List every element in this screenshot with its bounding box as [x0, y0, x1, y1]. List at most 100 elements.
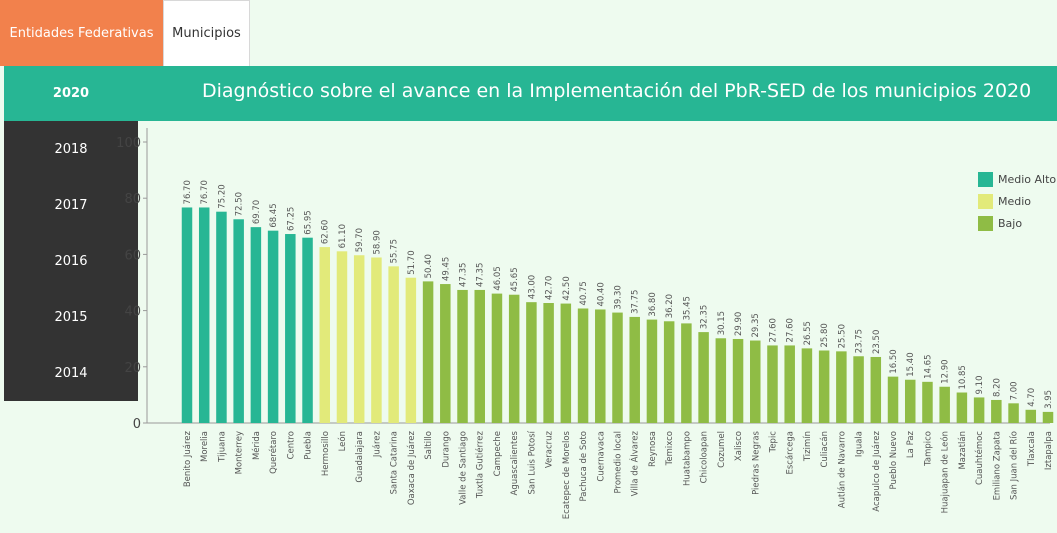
year-button-2016[interactable]: 2016	[4, 233, 138, 289]
category-label: Morelia	[200, 431, 210, 462]
category-label: Promedio local	[614, 431, 624, 493]
category-label: Reynosa	[648, 431, 658, 467]
bar-value-label: 7.00	[1010, 381, 1020, 400]
bar-value-label: 37.75	[631, 290, 641, 314]
tab-entidades-federativas[interactable]: Entidades Federativas	[0, 0, 163, 66]
bar-value-label: 61.10	[338, 224, 348, 248]
bar-value-label: 40.75	[579, 281, 589, 305]
bar	[216, 211, 227, 423]
bar	[560, 303, 572, 423]
year-button-2017[interactable]: 2017	[4, 177, 138, 233]
chart-header-banner: Diagnóstico sobre el avance en la Implem…	[4, 66, 1057, 121]
category-label: Tijuana	[217, 431, 227, 463]
bar-value-label: 12.90	[941, 359, 951, 383]
category-label: Aguascalientes	[510, 430, 520, 495]
bar-value-label: 49.45	[441, 257, 451, 281]
category-label: Huajuapan de León	[940, 431, 951, 513]
bar	[922, 381, 933, 423]
category-label: Xalisco	[734, 431, 744, 461]
bar	[681, 323, 692, 423]
bar-value-label: 45.65	[510, 267, 520, 291]
bar-value-label: 59.70	[355, 228, 365, 252]
bar	[353, 255, 365, 423]
category-label: Acapulco de Juárez	[872, 430, 882, 511]
bar-value-label: 10.85	[958, 365, 968, 389]
bar	[836, 351, 847, 423]
bar-value-label: 76.70	[200, 180, 210, 204]
bar-value-label: 39.30	[614, 285, 624, 309]
bar-value-label: 26.55	[803, 321, 813, 345]
category-label: Chicoloapan	[700, 431, 710, 483]
category-label: Tampico	[923, 431, 933, 467]
y-tick-label: 60	[124, 248, 141, 263]
bar	[715, 338, 727, 423]
bar-value-label: 58.90	[372, 230, 382, 254]
bar	[870, 356, 882, 423]
bar-value-label: 23.50	[872, 330, 882, 354]
bar	[663, 321, 675, 423]
bar-value-label: 30.15	[717, 311, 727, 335]
category-label: Escárcega	[786, 431, 796, 475]
legend-swatch	[978, 216, 993, 231]
category-label: Cozumel	[717, 431, 727, 468]
year-button-2014[interactable]: 2014	[4, 345, 138, 401]
y-tick-label: 100	[116, 136, 141, 151]
category-label: Mérida	[251, 431, 262, 460]
category-label: Guadalajara	[355, 431, 365, 483]
bar	[1042, 411, 1054, 423]
category-label: Monterrey	[235, 431, 245, 474]
bar-value-label: 40.40	[596, 282, 606, 306]
bar	[750, 340, 761, 423]
bar	[198, 207, 210, 423]
bar	[595, 309, 606, 423]
bar	[732, 338, 744, 423]
bar-value-label: 76.70	[183, 180, 193, 204]
bar-value-label: 3.95	[1044, 390, 1054, 409]
bar	[181, 207, 193, 423]
bar	[1025, 409, 1037, 423]
category-label: Cuernavaca	[596, 431, 606, 482]
bar	[784, 345, 795, 423]
y-tick-label: 20	[124, 361, 141, 376]
bar	[801, 348, 813, 423]
bar-value-label: 62.60	[321, 220, 331, 244]
year-button-2020[interactable]: 2020	[4, 66, 138, 121]
category-label: Juárez	[372, 430, 382, 458]
bar	[767, 345, 778, 423]
bar	[956, 392, 968, 423]
year-button-2018[interactable]: 2018	[4, 121, 138, 177]
bar-value-label: 25.50	[837, 324, 847, 348]
bar	[646, 319, 658, 423]
category-label: Pachuca de Soto	[579, 431, 589, 501]
category-label: Oaxaca de Juárez	[407, 430, 417, 505]
category-label: Benito Juárez	[183, 430, 193, 487]
category-label: Puebla	[304, 431, 314, 460]
bar	[853, 356, 864, 423]
category-label: Villa de Álvarez	[629, 430, 641, 496]
bar-value-label: 47.35	[476, 263, 486, 287]
category-label: Temixco	[665, 431, 675, 466]
tab-municipios[interactable]: Municipios	[163, 0, 250, 66]
year-button-2015[interactable]: 2015	[4, 289, 138, 345]
y-tick-label: 40	[124, 305, 141, 320]
bar	[973, 397, 985, 423]
bar-value-label: 4.70	[1027, 388, 1037, 407]
bar-value-label: 29.35	[751, 313, 761, 337]
category-label: La Paz	[906, 430, 916, 458]
category-label: Durango	[441, 431, 451, 468]
category-label: Culiacán	[820, 431, 830, 468]
bar-value-label: 67.25	[286, 207, 296, 231]
category-label: San Juan del Río	[1010, 431, 1020, 500]
category-label: Querétaro	[268, 431, 279, 474]
category-label: Pueblo Nuevo	[889, 431, 899, 489]
bar-value-label: 72.50	[235, 192, 245, 216]
legend-label: Bajo	[998, 217, 1022, 230]
category-label: Iguala	[855, 431, 865, 457]
category-label: Tepic	[768, 431, 778, 454]
bar	[991, 399, 1002, 423]
bar-value-label: 36.80	[648, 292, 658, 316]
category-label: Emiliano Zapata	[992, 431, 1002, 500]
bar	[302, 237, 313, 423]
bar-value-label: 36.20	[665, 294, 675, 318]
